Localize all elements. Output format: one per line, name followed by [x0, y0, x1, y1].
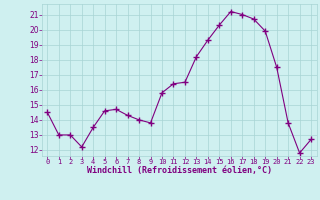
X-axis label: Windchill (Refroidissement éolien,°C): Windchill (Refroidissement éolien,°C) [87, 166, 272, 175]
